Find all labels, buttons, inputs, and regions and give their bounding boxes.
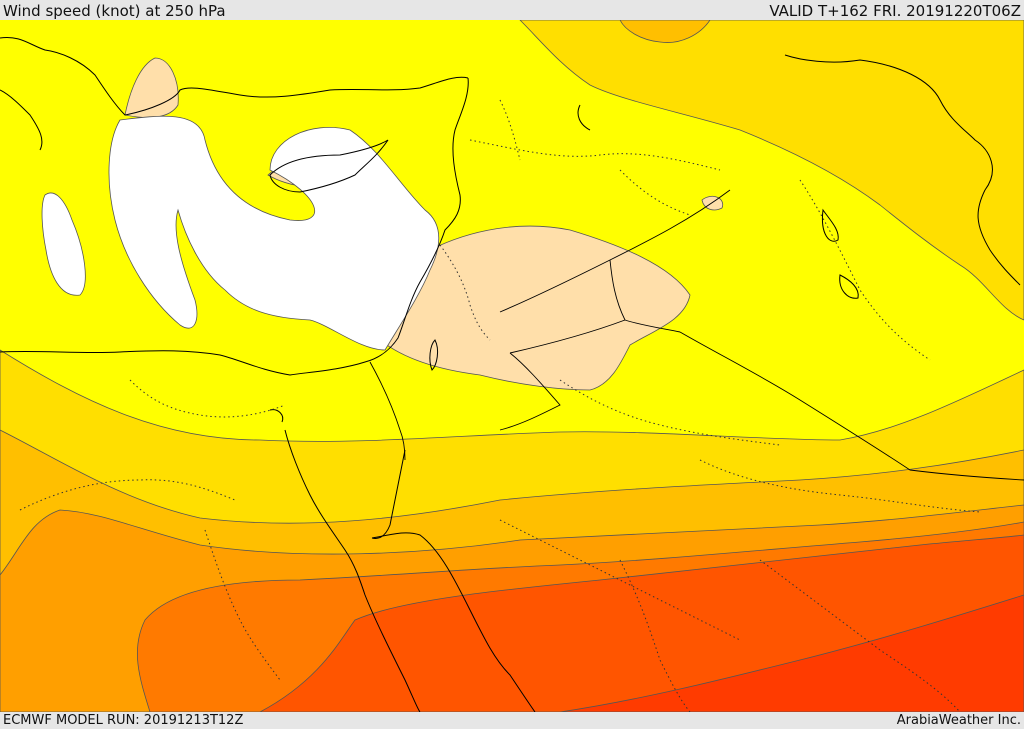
band-gold-northeast [519,20,1024,321]
band-white-main [108,115,440,351]
borders [19,99,981,712]
footer-bar: ECMWF MODEL RUN: 20191213T12Z ArabiaWeat… [0,712,1024,729]
credit-text: ArabiaWeather Inc. [896,713,1021,728]
valid-time: VALID T+162 FRI. 20191220T06Z [769,2,1021,20]
band-red-southeast [559,594,1024,712]
band-white-west [41,192,86,296]
header-bar: Wind speed (knot) at 250 hPa VALID T+162… [0,0,1024,20]
band-peach-core [379,225,691,391]
band-orange-northeast-patch [619,20,711,43]
wind-speed-map [0,20,1024,712]
coastlines [0,36,1021,712]
boundaries [369,189,1024,481]
map-area [0,20,1024,712]
model-run: ECMWF MODEL RUN: 20191213T12Z [3,713,244,728]
map-title: Wind speed (knot) at 250 hPa [3,2,226,20]
